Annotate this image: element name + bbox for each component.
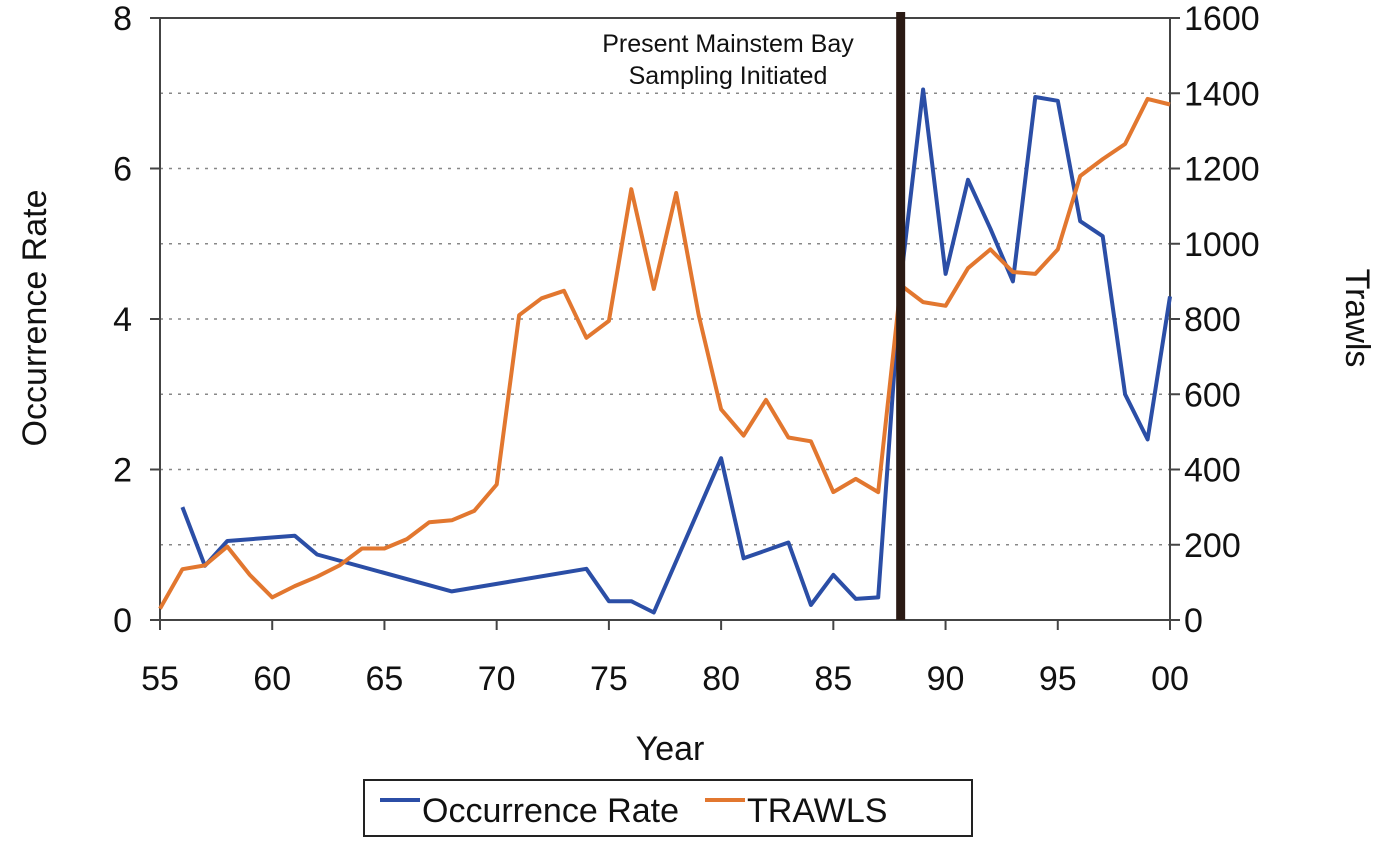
x-tick-label: 60	[253, 660, 291, 698]
y2-tick-label: 1200	[1184, 151, 1260, 189]
x-tick-label: 85	[814, 660, 852, 698]
x-tick-label: 95	[1039, 660, 1077, 698]
x-tick-label: 80	[702, 660, 740, 698]
x-tick-label: 75	[590, 660, 628, 698]
y2-tick-label: 800	[1184, 301, 1241, 339]
y-tick-label: 2	[113, 452, 132, 490]
y2-tick-label: 1400	[1184, 75, 1260, 113]
y-tick-label: 4	[113, 301, 132, 339]
x-tick-label: 90	[927, 660, 965, 698]
y2-tick-label: 0	[1184, 602, 1203, 640]
y2-tick-label: 400	[1184, 452, 1241, 490]
legend-label: Occurrence Rate	[422, 792, 679, 830]
x-tick-label: 70	[478, 660, 516, 698]
series-line	[158, 96, 1171, 610]
annotation-line: Present Mainstem Bay	[602, 30, 854, 58]
x-axis-title: Year	[636, 730, 705, 768]
y2-tick-label: 600	[1184, 376, 1241, 414]
y-tick-label: 6	[113, 151, 132, 189]
legend-box	[363, 779, 973, 837]
x-tick-label: 65	[366, 660, 404, 698]
y2-tick-label: 200	[1184, 527, 1241, 565]
annotation: Present Mainstem Bay Sampling Initiated	[602, 30, 854, 90]
y2-axis-title: Trawls	[1338, 269, 1376, 368]
y-tick-label: 8	[113, 0, 132, 38]
y-tick-label: 0	[113, 602, 132, 640]
x-tick-label: 00	[1151, 660, 1189, 698]
y2-tick-label: 1000	[1184, 226, 1260, 264]
y-axis-title: Occurrence Rate	[16, 190, 54, 447]
plot-frame	[159, 17, 1171, 621]
series-line	[180, 87, 1172, 615]
x-tick-label: 55	[141, 660, 179, 698]
legend-label: TRAWLS	[747, 792, 887, 830]
annotation-line: Sampling Initiated	[629, 62, 828, 90]
y2-tick-label: 1600	[1184, 0, 1260, 38]
